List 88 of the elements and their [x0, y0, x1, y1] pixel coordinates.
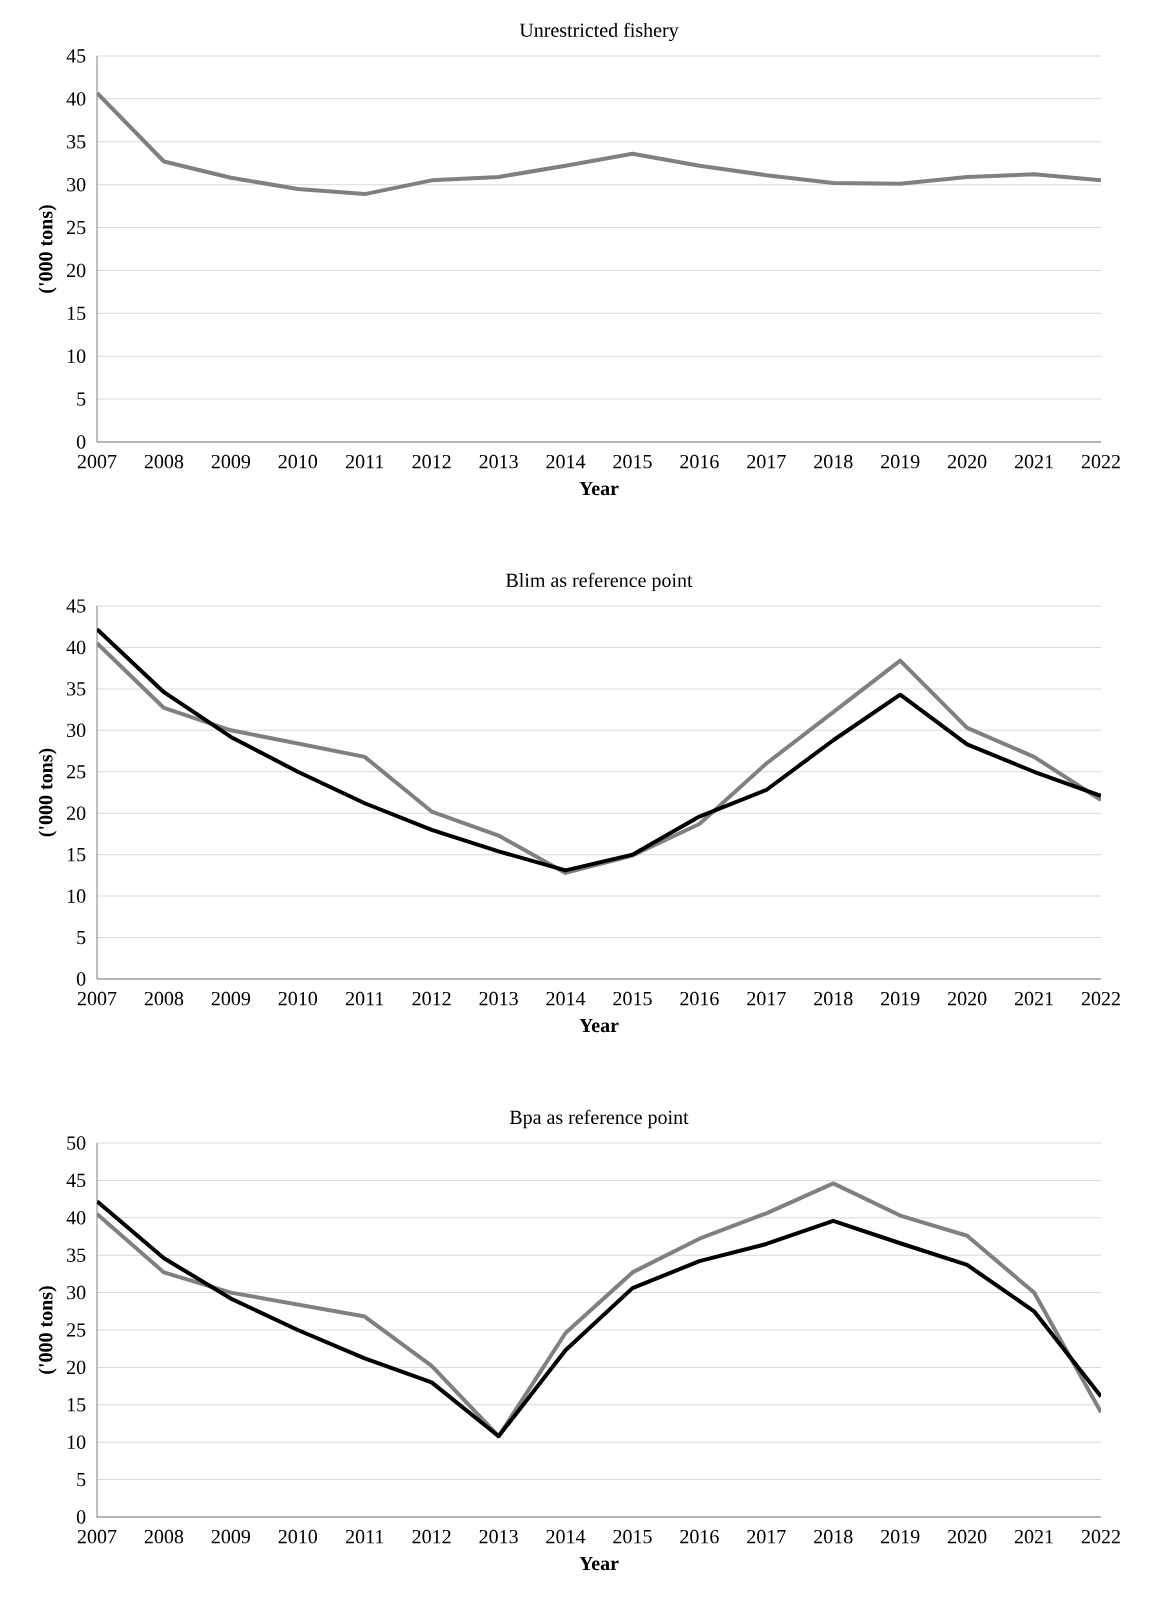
y-tick-label: 40 — [66, 92, 86, 106]
y-tick-label: 45 — [66, 599, 86, 613]
x-tick-label: 2020 — [948, 454, 987, 469]
x-tick-label: 2014 — [546, 991, 586, 1006]
x-tick-label: 2011 — [345, 991, 384, 1006]
chart-title: Bpa as reference point — [509, 1109, 689, 1129]
x-tick-label: 2015 — [613, 1529, 652, 1544]
x-tick-label: 2007 — [77, 454, 117, 469]
x-tick-label: 2021 — [1014, 991, 1053, 1006]
x-tick-label: 2015 — [613, 454, 652, 469]
y-tick-label: 10 — [67, 349, 86, 363]
y-tick-label: 50 — [67, 1136, 86, 1150]
x-tick-label: 2008 — [144, 454, 184, 469]
x-tick-label: 2011 — [345, 1529, 384, 1544]
x-tick-label: 2011 — [345, 454, 384, 469]
x-tick-label: 2022 — [1081, 454, 1120, 469]
x-tick-label: 2010 — [278, 991, 318, 1006]
y-tick-label: 0 — [76, 1510, 86, 1524]
x-tick-label: 2016 — [680, 1529, 719, 1544]
y-tick-label: 20 — [67, 263, 86, 278]
x-tick-label: 2017 — [747, 991, 786, 1006]
chart-title: Blim as reference point — [506, 572, 693, 592]
x-tick-label: 2012 — [412, 991, 451, 1006]
x-tick-label: 2010 — [278, 454, 318, 469]
y-axis-title: ('000 tons) — [38, 205, 57, 293]
x-tick-label: 2013 — [479, 1529, 518, 1544]
x-tick-label: 2020 — [948, 1529, 987, 1544]
y-tick-label: 10 — [67, 889, 86, 903]
y-axis-title: ('000 tons) — [38, 1286, 57, 1374]
x-tick-label: 2014 — [546, 1529, 586, 1544]
x-tick-label: 2008 — [144, 1529, 184, 1544]
x-tick-label: 2022 — [1081, 991, 1120, 1006]
x-tick-label: 2009 — [211, 454, 251, 469]
x-tick-label: 2021 — [1014, 1529, 1053, 1544]
x-tick-label: 2020 — [948, 991, 987, 1006]
x-tick-label: 2007 — [77, 1529, 117, 1544]
x-tick-label: 2010 — [278, 1529, 318, 1544]
y-tick-label: 30 — [67, 177, 86, 192]
y-tick-label: 45 — [66, 49, 86, 63]
y-tick-label: 15 — [67, 306, 86, 321]
x-tick-label: 2016 — [680, 991, 719, 1006]
x-tick-label: 2017 — [747, 454, 786, 469]
y-tick-label: 25 — [67, 765, 86, 779]
y-tick-label: 35 — [67, 682, 86, 696]
x-tick-label: 2015 — [613, 991, 652, 1006]
y-tick-label: 0 — [76, 435, 86, 449]
x-tick-label: 2013 — [479, 454, 518, 469]
x-axis-title: Year — [579, 1556, 619, 1571]
y-tick-label: 40 — [66, 1211, 86, 1225]
y-tick-label: 0 — [76, 972, 86, 986]
y-tick-label: 15 — [67, 1398, 86, 1412]
y-tick-label: 25 — [67, 220, 86, 235]
x-tick-label: 2018 — [814, 454, 853, 469]
x-tick-label: 2009 — [211, 1529, 251, 1544]
y-tick-label: 30 — [67, 723, 86, 738]
x-tick-label: 2017 — [747, 1529, 786, 1544]
x-tick-label: 2013 — [479, 991, 518, 1006]
y-axis-title: ('000 tons) — [38, 748, 57, 837]
y-tick-label: 35 — [67, 1248, 86, 1262]
y-tick-label: 5 — [77, 930, 86, 945]
x-tick-label: 2018 — [814, 991, 853, 1006]
x-tick-label: 2022 — [1081, 1529, 1120, 1544]
x-tick-label: 2012 — [412, 1529, 451, 1544]
x-tick-label: 2012 — [412, 454, 451, 469]
y-tick-label: 35 — [67, 135, 86, 149]
x-tick-label: 2019 — [881, 991, 920, 1006]
y-tick-label: 30 — [67, 1285, 86, 1300]
y-tick-label: 15 — [67, 847, 86, 862]
x-tick-label: 2007 — [77, 991, 117, 1006]
chart-title: Unrestricted fishery — [519, 22, 679, 42]
x-axis-title: Year — [579, 1018, 619, 1033]
y-tick-label: 45 — [66, 1173, 86, 1188]
x-tick-label: 2008 — [144, 991, 184, 1006]
x-tick-label: 2014 — [546, 454, 586, 469]
y-tick-label: 20 — [67, 1360, 86, 1375]
x-tick-label: 2016 — [680, 454, 719, 469]
x-tick-label: 2009 — [211, 991, 251, 1006]
x-tick-label: 2018 — [814, 1529, 853, 1544]
x-tick-label: 2019 — [881, 1529, 920, 1544]
y-tick-label: 40 — [66, 640, 86, 655]
y-tick-label: 20 — [67, 806, 86, 820]
y-tick-label: 25 — [67, 1323, 86, 1337]
y-tick-label: 5 — [77, 392, 86, 406]
y-tick-label: 10 — [67, 1435, 86, 1449]
x-tick-label: 2021 — [1014, 454, 1053, 469]
y-tick-label: 5 — [77, 1472, 86, 1487]
x-axis-title: Year — [579, 481, 619, 496]
x-tick-label: 2019 — [881, 454, 920, 469]
